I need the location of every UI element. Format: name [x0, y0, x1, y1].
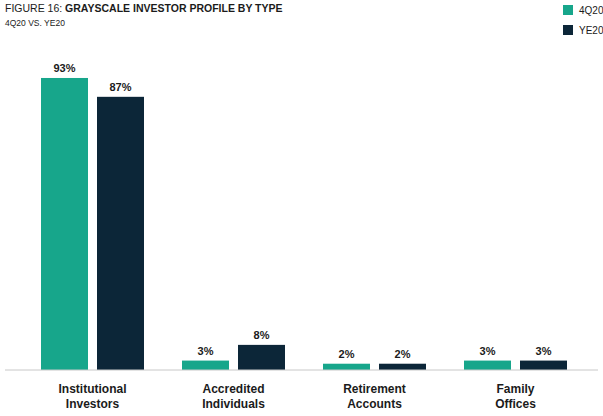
category-label: InstitutionalInvestors: [59, 382, 127, 411]
bar: [464, 361, 511, 370]
data-label: 3%: [536, 345, 552, 357]
category-label: AccreditedIndividuals: [202, 382, 265, 411]
bar: [238, 345, 285, 370]
bar: [379, 364, 426, 370]
bar: [41, 78, 88, 370]
category-label-line: Individuals: [202, 397, 265, 411]
category-label: RetirementAccounts: [343, 382, 406, 411]
category-label-line: Family: [496, 382, 534, 396]
data-label: 2%: [395, 348, 411, 360]
category-label-line: Retirement: [343, 382, 406, 396]
bar: [182, 361, 229, 370]
legend-swatch: [563, 5, 573, 15]
legend-swatch: [563, 25, 573, 35]
title-prefix: FIGURE 16:: [5, 2, 62, 14]
data-label: 87%: [109, 81, 131, 93]
data-label: 3%: [480, 345, 496, 357]
data-label: 93%: [53, 62, 75, 74]
bar: [97, 97, 144, 370]
baseline: [5, 370, 598, 371]
category-label-line: Institutional: [59, 382, 127, 396]
bar: [323, 364, 370, 370]
legend-label: 4Q20: [579, 5, 603, 16]
data-labels: 93% 87% 3% 8% 2% 2% 3% 3%: [53, 62, 551, 360]
bar: [520, 361, 567, 370]
data-label: 2%: [339, 348, 355, 360]
category-label-line: Offices: [495, 397, 536, 411]
legend-label: YE20: [579, 25, 603, 36]
category-label-line: Investors: [66, 397, 120, 411]
title-main: GRAYSCALE INVESTOR PROFILE BY TYPE: [62, 2, 282, 14]
category-label-line: Accounts: [347, 397, 402, 411]
subtitle: 4Q20 VS. YE20: [5, 18, 65, 28]
bars: [41, 78, 567, 370]
category-label: FamilyOffices: [495, 382, 536, 411]
title: FIGURE 16: GRAYSCALE INVESTOR PROFILE BY…: [5, 2, 283, 14]
data-label: 8%: [254, 329, 270, 341]
category-label-line: Accredited: [202, 382, 264, 396]
chart: FIGURE 16: GRAYSCALE INVESTOR PROFILE BY…: [0, 0, 603, 416]
data-label: 3%: [198, 345, 214, 357]
